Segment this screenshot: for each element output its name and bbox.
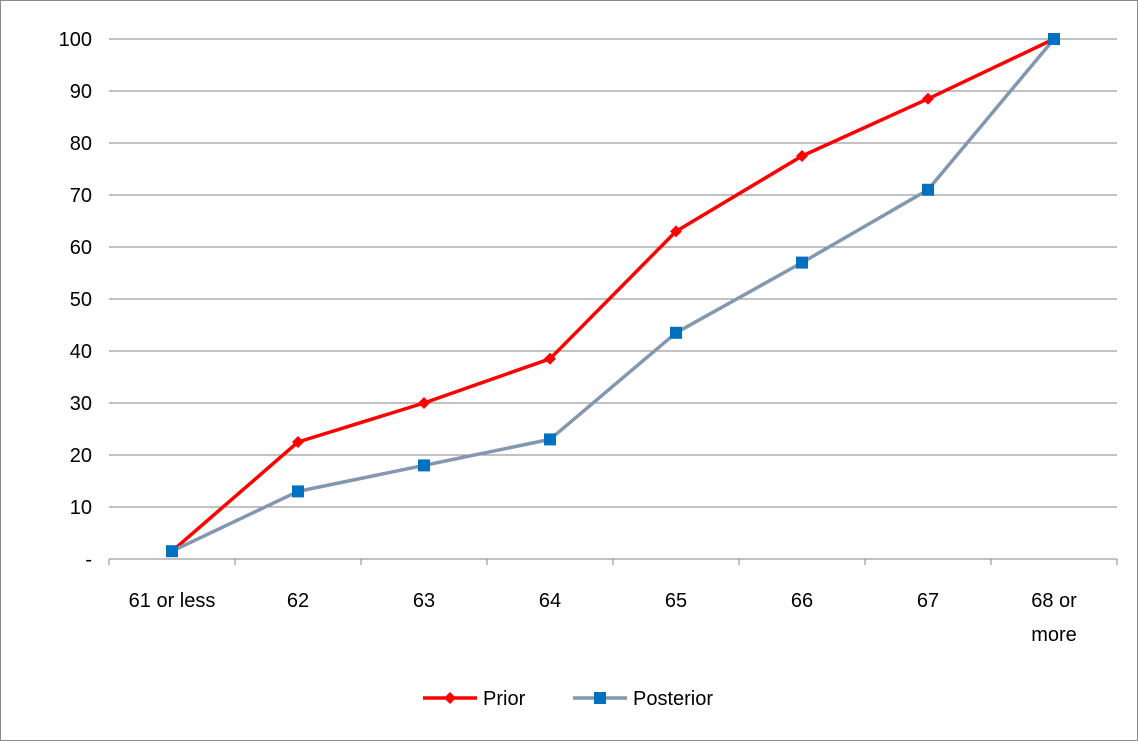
data-point-prior: [544, 352, 556, 365]
series-line-posterior: [171, 37, 1056, 553]
data-point-prior: [670, 225, 682, 238]
y-tick-label: 30: [70, 393, 92, 415]
gridlines: [109, 38, 1117, 508]
x-tick-label: 67: [917, 590, 939, 612]
x-tick-label: 68 or more: [1031, 590, 1077, 646]
data-point-posterior: [292, 485, 304, 498]
y-tick-label: 100: [59, 29, 92, 51]
y-tick-label: 80: [70, 133, 92, 155]
axes: - 10 20 30 40 50 60 70 80 90 100 61 or less 62 63 64 65…: [59, 29, 1118, 646]
data-point-prior: [292, 436, 304, 448]
x-tick-label: 66: [791, 590, 813, 612]
x-tick-label: 65: [665, 590, 687, 612]
x-tick-label: 61 or less: [129, 590, 216, 612]
data-point-posterior: [1048, 33, 1060, 45]
legend-marker-posterior: [594, 692, 606, 704]
x-tick-label: 63: [413, 590, 435, 612]
legend-marker-prior: [444, 692, 456, 704]
y-tick-label: 40: [70, 341, 92, 363]
data-point-posterior: [544, 433, 556, 446]
data-point-posterior: [796, 256, 808, 269]
y-tick-label: 60: [70, 237, 92, 259]
y-tick-label: 70: [70, 185, 92, 207]
y-tick-label: 90: [70, 81, 92, 103]
y-tick-label: 20: [70, 445, 92, 467]
x-tick-label: 64: [539, 590, 561, 612]
data-point-posterior: [166, 545, 178, 558]
legend-label-posterior: Posterior: [633, 688, 713, 710]
legend-label-prior: Prior: [483, 688, 526, 710]
data-point-posterior: [922, 183, 934, 196]
legend: Prior Posterior: [423, 688, 713, 710]
x-tick-label: 62: [287, 590, 309, 612]
data-point-posterior: [418, 459, 430, 472]
y-tick-label: 10: [70, 497, 92, 519]
data-point-prior: [922, 92, 934, 105]
data-point-prior: [418, 397, 430, 409]
data-point-prior: [796, 150, 808, 162]
data-point-posterior: [670, 326, 682, 339]
series: [166, 33, 1060, 558]
series-line-prior: [170, 37, 1055, 553]
y-tick-label: 50: [70, 289, 92, 311]
y-tick-label: -: [85, 549, 92, 571]
